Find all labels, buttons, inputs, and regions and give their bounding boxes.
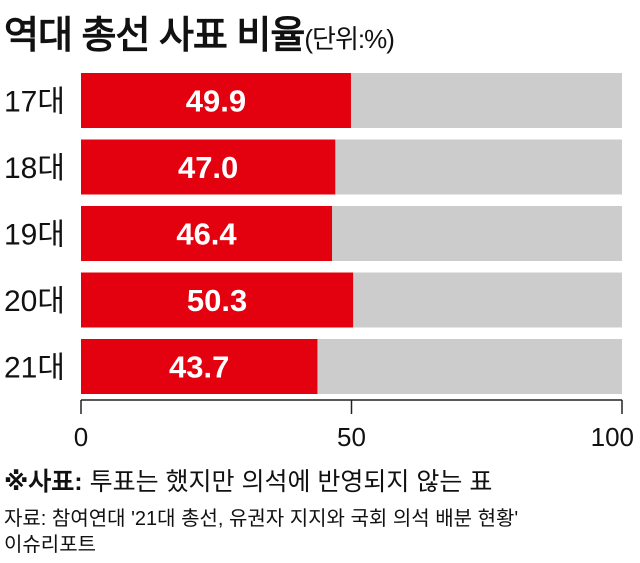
footnote: ※사표: 투표는 했지만 의석에 반영되지 않는 표 xyxy=(4,462,492,498)
value-label: 49.9 xyxy=(186,84,246,119)
bar xyxy=(81,272,354,328)
source-line-2: 이슈리포트 xyxy=(4,534,96,556)
category-label: 19대 xyxy=(4,219,65,252)
footnote-text: 투표는 했지만 의석에 반영되지 않는 표 xyxy=(82,468,493,496)
title-text: 역대 총선 사표 비율 xyxy=(4,15,305,57)
footnote-label: ※사표: xyxy=(4,468,83,496)
x-tick-label: 0 xyxy=(74,422,88,452)
x-tick-label: 50 xyxy=(337,422,366,452)
bar xyxy=(81,73,351,128)
bar xyxy=(81,339,318,394)
value-label: 43.7 xyxy=(169,350,229,385)
category-label: 21대 xyxy=(4,352,65,385)
value-label: 46.4 xyxy=(176,217,237,252)
category-label: 20대 xyxy=(4,285,65,318)
x-tick-label: 100 xyxy=(591,422,634,452)
bar xyxy=(81,139,336,195)
bar-chart: 17대 49.9 18대 47.0 19대 46.4 20대 50.3 21대 43.7 0 50 10… xyxy=(4,73,634,452)
source: 자료: 참여연대 '21대 총선, 유권자 지지와 국회 의석 배분 현황' 이슈… xyxy=(4,506,518,558)
value-label: 47.0 xyxy=(178,150,238,185)
category-label: 17대 xyxy=(4,86,65,119)
source-line-1: 자료: 참여연대 '21대 총선, 유권자 지지와 국회 의석 배분 현황' xyxy=(4,508,519,530)
chart-title: 역대 총선 사표 비율(단위:%) xyxy=(4,4,395,59)
bar xyxy=(81,206,333,261)
value-label: 50.3 xyxy=(187,283,247,318)
category-label: 18대 xyxy=(4,152,65,185)
unit-label: (단위:%) xyxy=(304,24,394,54)
